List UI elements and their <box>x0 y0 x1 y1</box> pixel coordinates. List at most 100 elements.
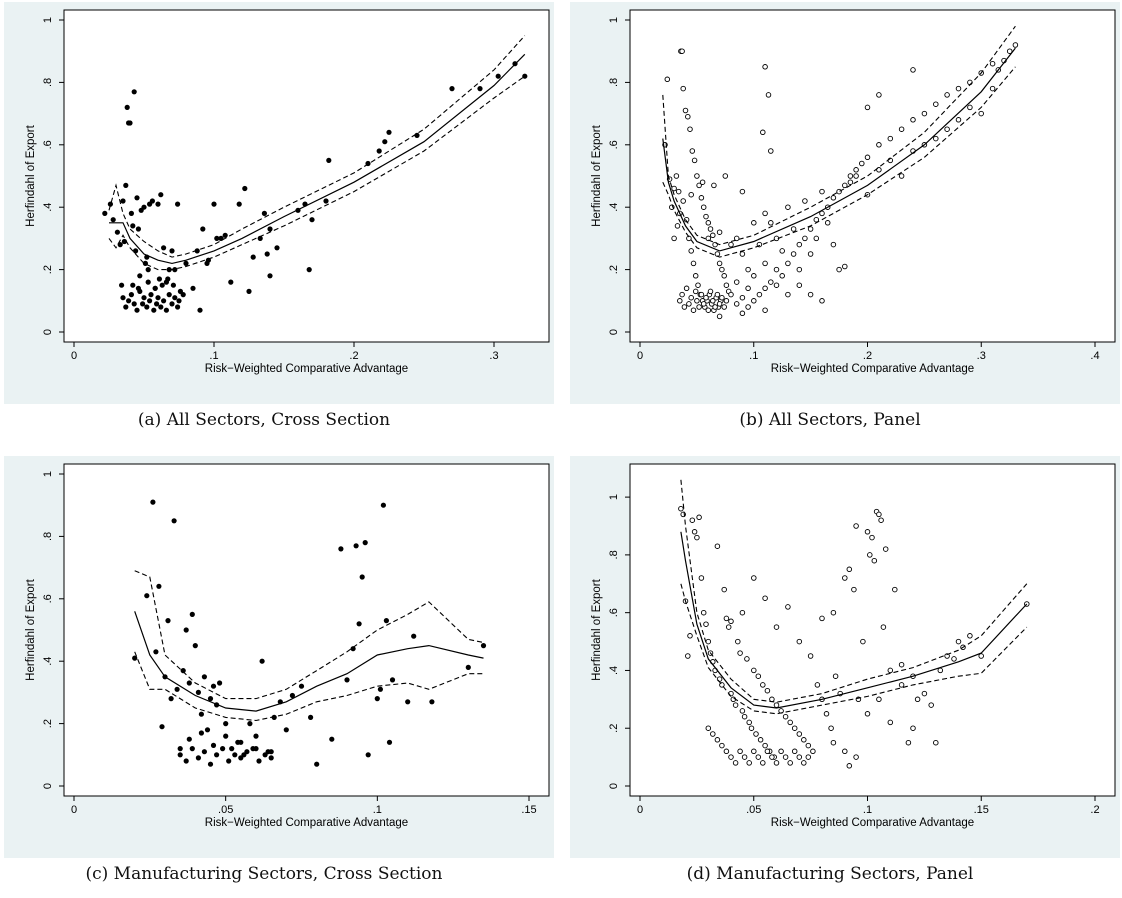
data-point <box>144 593 150 599</box>
data-point <box>411 633 417 639</box>
data-point <box>860 638 866 645</box>
data-point <box>232 752 238 758</box>
data-point <box>719 266 725 273</box>
data-point <box>756 291 763 298</box>
data-point <box>830 609 837 616</box>
data-point <box>306 267 312 273</box>
x-axis-label: Risk−Weighted Comparative Advantage <box>205 817 408 829</box>
data-point <box>751 298 757 304</box>
data-point <box>165 618 171 624</box>
data-point <box>154 301 160 307</box>
data-point <box>723 298 730 304</box>
data-point <box>211 201 217 207</box>
data-point <box>785 604 791 610</box>
data-point <box>880 624 887 630</box>
data-point <box>696 514 702 521</box>
data-point <box>716 313 723 320</box>
data-point <box>207 761 214 767</box>
x-axis-label: Risk−Weighted Comparative Advantage <box>771 817 974 829</box>
data-point <box>692 288 699 295</box>
data-point <box>698 291 705 298</box>
data-point <box>760 129 766 136</box>
data-point <box>796 241 803 248</box>
data-point <box>847 179 854 185</box>
data-point <box>183 627 189 633</box>
data-point <box>785 291 791 298</box>
data-point <box>150 499 156 505</box>
data-point <box>365 752 371 758</box>
data-point <box>876 696 882 703</box>
data-point <box>760 760 766 766</box>
data-point <box>210 742 217 748</box>
data-point <box>226 758 232 764</box>
data-point <box>679 291 685 298</box>
data-point <box>153 649 159 655</box>
data-point <box>309 217 315 223</box>
y-tick-label: .6 <box>608 608 620 617</box>
data-point <box>204 260 210 266</box>
scatter-plot-a: 0 .1 .2 .3 0 .2 .4 .6 .8 1 Risk−Weighted Comparati… <box>4 2 554 404</box>
data-point <box>686 301 692 307</box>
data-point <box>751 748 757 755</box>
data-point <box>174 686 180 692</box>
data-point <box>910 725 916 731</box>
data-point <box>705 725 712 731</box>
data-point <box>699 179 706 185</box>
data-point <box>223 721 229 727</box>
data-point <box>832 673 839 679</box>
data-point <box>110 217 116 223</box>
data-point <box>692 273 699 279</box>
data-point <box>819 298 825 304</box>
data-point <box>705 307 712 313</box>
data-point <box>703 621 709 627</box>
data-point <box>694 298 700 304</box>
data-point <box>159 724 165 730</box>
x-axis-label: Risk−Weighted Comparative Advantage <box>771 363 974 375</box>
data-point <box>745 285 751 292</box>
data-point <box>140 301 146 307</box>
data-point <box>824 220 831 226</box>
x-tick-label: .15 <box>974 804 989 816</box>
data-point <box>261 210 267 216</box>
data-point <box>710 232 716 239</box>
data-point <box>716 229 723 235</box>
data-point <box>696 304 702 310</box>
data-point <box>688 191 694 198</box>
caption-d: (d) Manufacturing Sectors, Panel <box>686 864 974 884</box>
data-point <box>201 674 207 680</box>
data-point <box>955 117 962 123</box>
y-tick-label: .4 <box>42 657 54 666</box>
y-tick-label: .4 <box>608 666 620 675</box>
data-point <box>698 575 705 581</box>
data-point <box>842 263 848 270</box>
data-point <box>683 285 690 292</box>
fit-line <box>134 611 484 712</box>
plot-area <box>63 9 550 343</box>
data-point <box>522 73 528 79</box>
data-point <box>723 615 730 622</box>
data-point <box>944 126 950 132</box>
data-point <box>801 760 807 766</box>
data-point <box>168 696 174 702</box>
data-point <box>477 86 483 92</box>
data-point <box>262 752 268 758</box>
data-point <box>871 557 878 564</box>
data-point <box>716 301 723 307</box>
data-point <box>796 638 803 645</box>
data-point <box>728 754 734 760</box>
data-point <box>737 650 743 656</box>
data-point <box>429 699 435 705</box>
data-point <box>878 517 884 523</box>
data-point <box>144 304 150 310</box>
data-point <box>762 742 768 749</box>
data-point <box>480 643 487 649</box>
data-point <box>256 758 262 764</box>
data-point <box>135 285 141 291</box>
data-point <box>119 282 125 288</box>
y-tick-label: .6 <box>42 594 54 603</box>
data-point <box>739 310 746 317</box>
y-tick-label: .8 <box>608 78 620 87</box>
data-point <box>989 85 996 92</box>
y-tick-label: 0 <box>42 783 54 789</box>
data-point <box>746 760 752 766</box>
